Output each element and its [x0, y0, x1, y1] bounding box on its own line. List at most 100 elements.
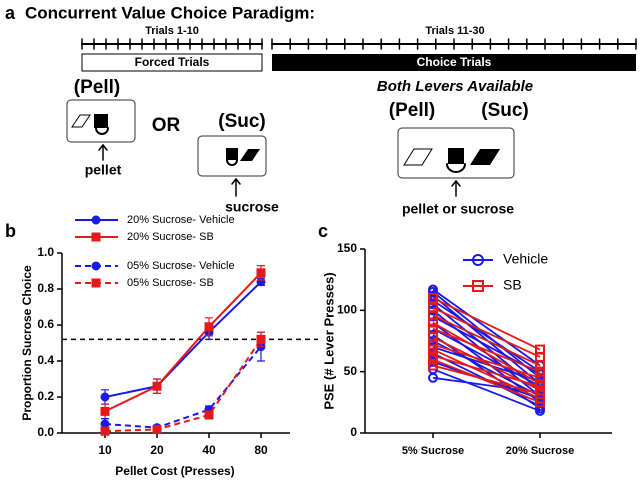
legend-label: Vehicle — [503, 251, 548, 267]
marker — [428, 354, 438, 365]
y-tick-label: 0.6 — [37, 317, 54, 331]
legend-label: 05% Sucrose- Vehicle — [127, 260, 235, 272]
marker — [428, 293, 438, 304]
y-tick-label: 150 — [337, 241, 357, 255]
series-line — [104, 338, 262, 433]
y-tick-label: 0.0 — [37, 425, 54, 439]
legend-marker — [472, 254, 484, 266]
panel-letter: b — [5, 221, 16, 241]
lever — [403, 148, 433, 166]
food-port — [94, 114, 108, 128]
panel-a: a Concurrent Value Choice Paradigm: Tria… — [5, 3, 637, 217]
marker — [428, 360, 438, 371]
y-axis-title: Proportion Sucrose Choice — [20, 265, 34, 421]
marker — [204, 322, 214, 332]
marker — [428, 344, 438, 355]
subject-line — [432, 307, 541, 358]
marker — [535, 388, 545, 399]
legend-marker — [91, 232, 101, 242]
y-tick-label: 0 — [350, 425, 357, 439]
marker — [100, 406, 110, 416]
suc-label: (Suc) — [218, 111, 266, 132]
panel-letter: a — [5, 3, 16, 23]
choice-box — [272, 54, 636, 71]
suc-label: (Suc) — [481, 100, 529, 121]
x-tick-label: 80 — [254, 443, 268, 457]
either-label: pellet or sucrose — [402, 201, 514, 217]
legend-label: 20% Sucrose- SB — [127, 231, 214, 243]
legend-label: SB — [503, 277, 522, 293]
pellet-label: pellet — [85, 162, 122, 178]
forced-box — [81, 53, 263, 72]
legend-marker — [472, 280, 484, 292]
marker — [152, 381, 162, 391]
y-tick-label: 1.0 — [37, 245, 54, 259]
timeline-ticks — [81, 38, 637, 50]
forced-label: Forced Trials — [135, 55, 210, 69]
marker — [100, 392, 110, 402]
subject-line — [432, 364, 541, 395]
subject-line — [432, 348, 541, 400]
panel-title: Concurrent Value Choice Paradigm: — [25, 3, 315, 22]
marker — [535, 360, 545, 371]
y-tick-label: 0.4 — [37, 353, 54, 367]
trials-label: Trials 1-10 — [145, 25, 199, 37]
series-line — [104, 281, 262, 398]
y-tick-label: 100 — [337, 303, 357, 317]
legend-marker — [91, 215, 101, 225]
lever — [71, 114, 91, 128]
marker — [535, 366, 545, 377]
marker — [256, 268, 266, 278]
choice-label: Choice Trials — [417, 55, 492, 69]
subject-line — [432, 297, 541, 351]
subject-line — [432, 299, 541, 373]
marker — [256, 334, 266, 344]
subject-line — [432, 343, 541, 379]
subject-line — [432, 354, 541, 388]
y-tick-label: 50 — [344, 364, 358, 378]
subject-line — [432, 358, 541, 404]
subject-line — [432, 314, 541, 367]
y-tick-label: 0.8 — [37, 281, 54, 295]
subject-line — [432, 327, 541, 388]
marker — [428, 372, 438, 383]
subject-line — [432, 321, 541, 385]
arrowhead — [231, 177, 241, 185]
x-tick-label: 5% Sucrose — [402, 445, 464, 457]
y-axis-title: PSE (# Lever Presses) — [321, 272, 336, 409]
subject-line — [432, 368, 541, 412]
legend-label: 05% Sucrose- SB — [127, 277, 214, 289]
legend-label: 20% Sucrose- Vehicle — [127, 214, 235, 226]
marker — [152, 424, 162, 434]
marker — [100, 426, 110, 436]
x-tick-label: 20% Sucrose — [506, 445, 574, 457]
pell-label: (Pell) — [389, 100, 435, 121]
panel-letter: c — [318, 221, 328, 241]
legend-marker — [91, 261, 101, 271]
x-tick-label: 40 — [202, 443, 216, 457]
marker — [428, 317, 438, 328]
food-cup — [226, 159, 238, 166]
sucrose-label: sucrose — [225, 199, 279, 215]
x-tick-label: 10 — [98, 443, 112, 457]
y-tick-label: 0.2 — [37, 389, 54, 403]
trials-label: Trials 11-30 — [425, 25, 484, 37]
x-tick-label: 20 — [150, 443, 164, 457]
legend-marker — [91, 278, 101, 288]
or-label: OR — [152, 115, 181, 136]
series-line — [104, 272, 262, 413]
lever — [470, 149, 500, 165]
x-axis-title: Pellet Cost (Presses) — [115, 464, 234, 478]
arrowhead — [98, 143, 108, 151]
subject-line — [432, 288, 541, 367]
marker — [204, 410, 214, 420]
food-port — [448, 148, 464, 164]
food-port — [226, 148, 238, 160]
pell-label: (Pell) — [74, 77, 120, 98]
food-cup — [95, 127, 109, 135]
subject-line — [432, 327, 541, 373]
arrowhead — [451, 179, 461, 187]
lever — [240, 149, 260, 161]
food-cup — [446, 163, 466, 173]
